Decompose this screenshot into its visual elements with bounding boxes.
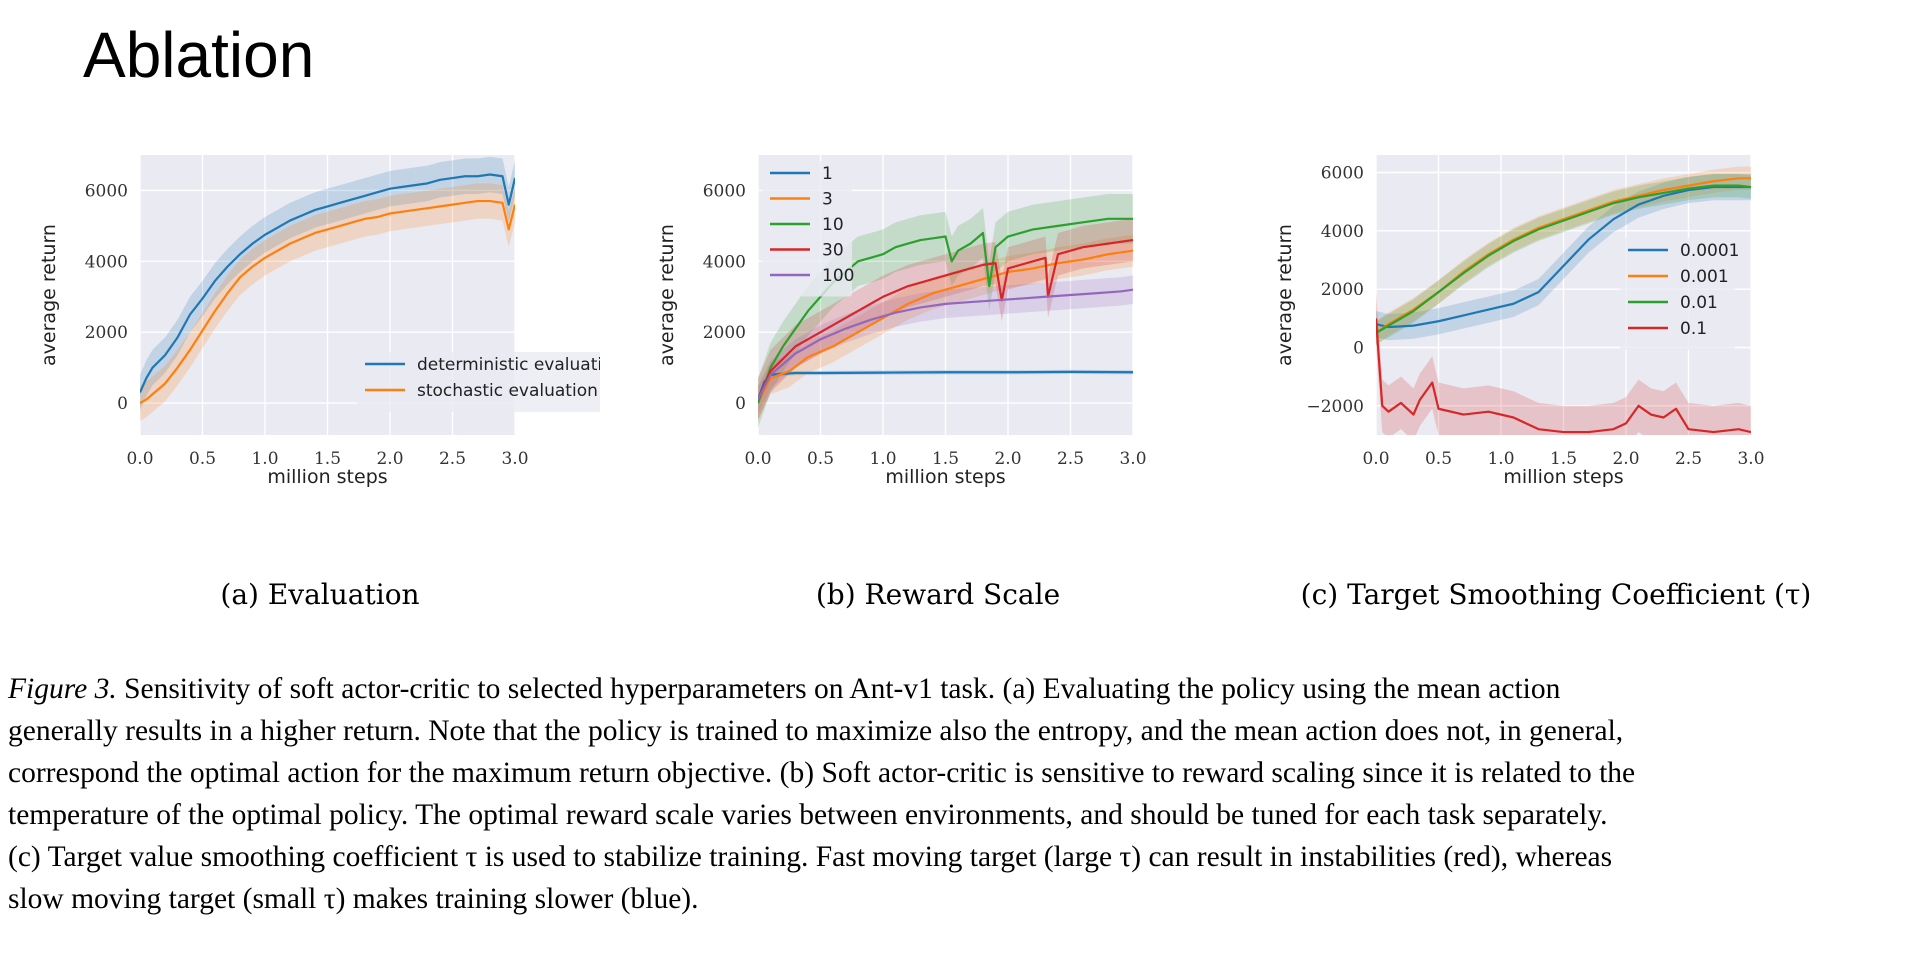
legend-box	[762, 161, 852, 297]
series-group	[140, 156, 515, 421]
legend-label: 0.0001	[1680, 241, 1739, 261]
series-band	[140, 183, 515, 421]
y-tick-label: 0	[117, 394, 128, 414]
series-band	[1376, 173, 1751, 345]
x-tick-label: 2.5	[1675, 449, 1702, 469]
series-line	[140, 173, 515, 393]
legend: 0.0001 0.001 0.01 0.1	[1620, 238, 1739, 350]
x-tick-label: 1.0	[869, 449, 896, 469]
x-tick-label: 0.0	[744, 449, 771, 469]
series-line	[758, 288, 1133, 401]
series-line	[1376, 184, 1751, 334]
legend-label: 100	[822, 266, 854, 286]
x-axis-label: million steps	[267, 466, 387, 488]
chart-target-smoothing-svg: 0.0 0.5 1.0 1.5 2.0 2.5 3.0 −2000 0 2000 4000 6000 m…	[1276, 155, 1765, 488]
series-band	[758, 234, 1133, 420]
chart-evaluation-svg: 0.0 0.5 1.0 1.5 2.0 2.5 3.0 0 2000 4000 6000 millio…	[40, 155, 600, 488]
x-tick-label: 3.0	[1119, 449, 1146, 469]
slide-title: Ablation	[83, 19, 315, 91]
y-tick-label: 2000	[703, 323, 746, 343]
figure-caption-line: generally results in a higher return. No…	[8, 715, 1624, 747]
legend-label: 10	[822, 215, 844, 235]
series-line	[1376, 318, 1751, 434]
x-tick-label: 2.5	[1057, 449, 1084, 469]
series-band	[1376, 166, 1751, 345]
y-axis-label: average return	[658, 224, 678, 366]
figure-caption-line: correspond the optimal action for the ma…	[8, 757, 1636, 789]
x-tick-label: 2.0	[376, 449, 403, 469]
x-tick-label: 0.5	[807, 449, 834, 469]
legend-label: 30	[822, 241, 844, 261]
series-line	[140, 199, 515, 405]
legend-box	[357, 352, 600, 412]
chart-reward-scale-svg: 0.0 0.5 1.0 1.5 2.0 2.5 3.0 0 2000 4000 6000 millio…	[658, 155, 1147, 488]
y-tick-label: 6000	[85, 181, 128, 201]
x-tick-label: 1.5	[314, 449, 341, 469]
y-tick-label: 6000	[703, 181, 746, 201]
y-tick-label: 6000	[1321, 164, 1364, 184]
y-tick-label: 2000	[85, 323, 128, 343]
legend-label: 0.1	[1680, 319, 1707, 339]
subfigure-caption-c: (c) Target Smoothing Coefficient (τ)	[1300, 578, 1812, 611]
series-line	[758, 217, 1133, 404]
y-tick-label: 2000	[1321, 280, 1364, 300]
x-tick-label: 3.0	[1737, 449, 1764, 469]
legend-label: 1	[822, 164, 833, 184]
x-tick-label: 0.5	[1425, 449, 1452, 469]
series-band	[1376, 292, 1751, 435]
x-tick-label: 2.5	[439, 449, 466, 469]
legend-label: deterministic evaluation	[417, 355, 600, 375]
y-tick-label: 0	[735, 394, 746, 414]
series-line	[1376, 185, 1751, 329]
x-tick-label: 2.0	[1612, 449, 1639, 469]
series-band	[758, 275, 1133, 414]
x-tick-label: 1.5	[932, 449, 959, 469]
chart-evaluation: 0.0 0.5 1.0 1.5 2.0 2.5 3.0 0 2000 4000 6000 millio…	[40, 140, 600, 560]
series-line	[758, 249, 1133, 404]
series-group	[1376, 166, 1751, 435]
series-line	[758, 238, 1133, 401]
x-axis-label: million steps	[885, 466, 1005, 488]
x-tick-label: 0.0	[126, 449, 153, 469]
subfigure-caption-a: (a) Evaluation	[220, 578, 420, 611]
series-band	[1376, 173, 1751, 341]
x-tick-label: 1.5	[1550, 449, 1577, 469]
chart-reward-scale: 0.0 0.5 1.0 1.5 2.0 2.5 3.0 0 2000 4000 6000 millio…	[658, 140, 1218, 560]
legend-label: 3	[822, 190, 833, 210]
legend: 1 3 10 30 100	[762, 161, 854, 297]
y-axis-label: average return	[40, 224, 60, 366]
legend-box	[1620, 238, 1735, 350]
y-axis-label: average return	[1276, 224, 1296, 366]
x-tick-label: 1.0	[1487, 449, 1514, 469]
legend-label: stochastic evaluation	[417, 381, 598, 401]
y-tick-label: 4000	[85, 252, 128, 272]
x-tick-label: 3.0	[501, 449, 528, 469]
figure-caption: Figure 3. Sensitivity of soft actor-crit…	[8, 668, 1908, 920]
x-tick-label: 2.0	[994, 449, 1021, 469]
y-tick-label: 0	[1353, 339, 1364, 359]
legend: deterministic evaluation stochastic evalu…	[357, 352, 600, 412]
legend-label: 0.001	[1680, 267, 1729, 287]
series-band	[758, 218, 1133, 421]
figure-caption-line: (c) Target value smoothing coefficient τ…	[8, 841, 1613, 873]
legend-label: 0.01	[1680, 293, 1718, 313]
figure-caption-line: slow moving target (small τ) makes train…	[8, 883, 699, 915]
x-tick-label: 0.5	[189, 449, 216, 469]
y-tick-label: 4000	[1321, 222, 1364, 242]
x-axis-label: million steps	[1503, 466, 1623, 488]
x-tick-label: 1.0	[251, 449, 278, 469]
figure-caption-line: Figure 3. Sensitivity of soft actor-crit…	[8, 668, 1908, 710]
y-tick-label: −2000	[1306, 397, 1364, 417]
subfigure-caption-b: (b) Reward Scale	[815, 578, 1061, 611]
y-tick-label: 4000	[703, 252, 746, 272]
chart-target-smoothing: 0.0 0.5 1.0 1.5 2.0 2.5 3.0 −2000 0 2000 4000 6000 m…	[1276, 140, 1836, 560]
figure-caption-text: Sensitivity of soft actor-critic to sele…	[116, 673, 1561, 705]
figure-label: Figure 3.	[8, 673, 117, 705]
x-tick-label: 0.0	[1362, 449, 1389, 469]
figure-caption-line: temperature of the optimal policy. The o…	[8, 799, 1608, 831]
